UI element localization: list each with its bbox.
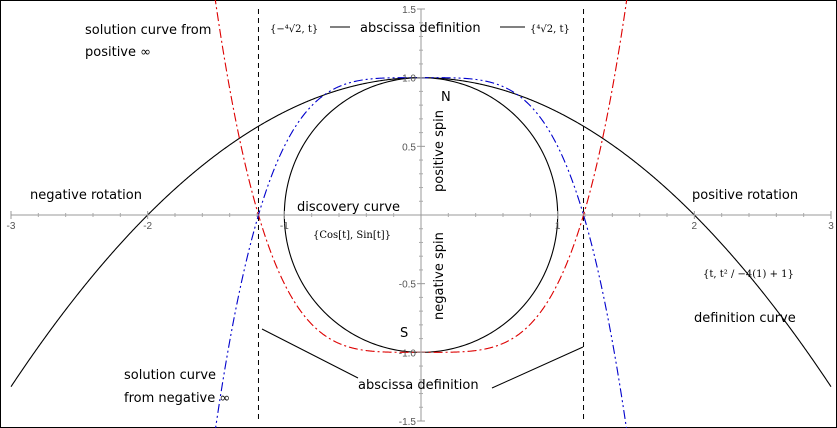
leader-bottom-left (261, 328, 359, 379)
x-tick-label-3: 1 (555, 221, 561, 232)
label-solution-from-positive-2: positive ∞ (85, 45, 151, 60)
label-left-root: {−⁴√2, t} (270, 24, 318, 35)
label-abscissa-bottom: abscissa definition (358, 378, 479, 393)
y-tick-label-3: -0.5 (399, 280, 417, 291)
x-tick-label-1: -2 (143, 221, 152, 232)
label-solution-from-negative-2: from negative ∞ (124, 391, 230, 406)
label-abscissa-top: abscissa definition (360, 21, 481, 36)
label-parametric-expression: {t, t² / −4(1) + 1} (703, 269, 794, 280)
label-south: S (400, 326, 408, 341)
y-tick-label-4: -1.0 (399, 348, 417, 359)
axes-layer: -3 -2 -1 1 2 3 1.5 1.0 0.5 -0.5 -1.0 -1.5 (7, 5, 835, 428)
x-tick-label-4: 2 (692, 221, 698, 232)
y-tick-label-5: -1.5 (399, 417, 417, 428)
x-tick-label-2: -1 (280, 221, 289, 232)
label-solution-from-positive-1: solution curve from (85, 23, 211, 38)
label-definition-curve: definition curve (694, 311, 796, 326)
label-discovery-curve: discovery curve (297, 200, 400, 215)
y-tick-label-0: 1.5 (402, 5, 416, 16)
y-tick-label-1: 1.0 (402, 74, 416, 85)
x-tick-label-0: -3 (7, 221, 16, 232)
y-tick-label-2: 0.5 (402, 142, 416, 153)
label-negative-rotation: negative rotation (30, 188, 142, 203)
label-north: N (441, 90, 451, 105)
label-cos-sin: {Cos[t], Sin[t]} (313, 230, 391, 241)
leader-bottom-right (491, 346, 584, 389)
label-positive-rotation: positive rotation (692, 188, 798, 203)
label-solution-from-negative-1: solution curve (124, 368, 216, 383)
label-negative-spin: negative spin (432, 232, 447, 320)
x-tick-label-5: 3 (828, 221, 834, 232)
label-right-root: {⁴√2, t} (530, 24, 570, 35)
label-positive-spin: positive spin (432, 110, 447, 192)
